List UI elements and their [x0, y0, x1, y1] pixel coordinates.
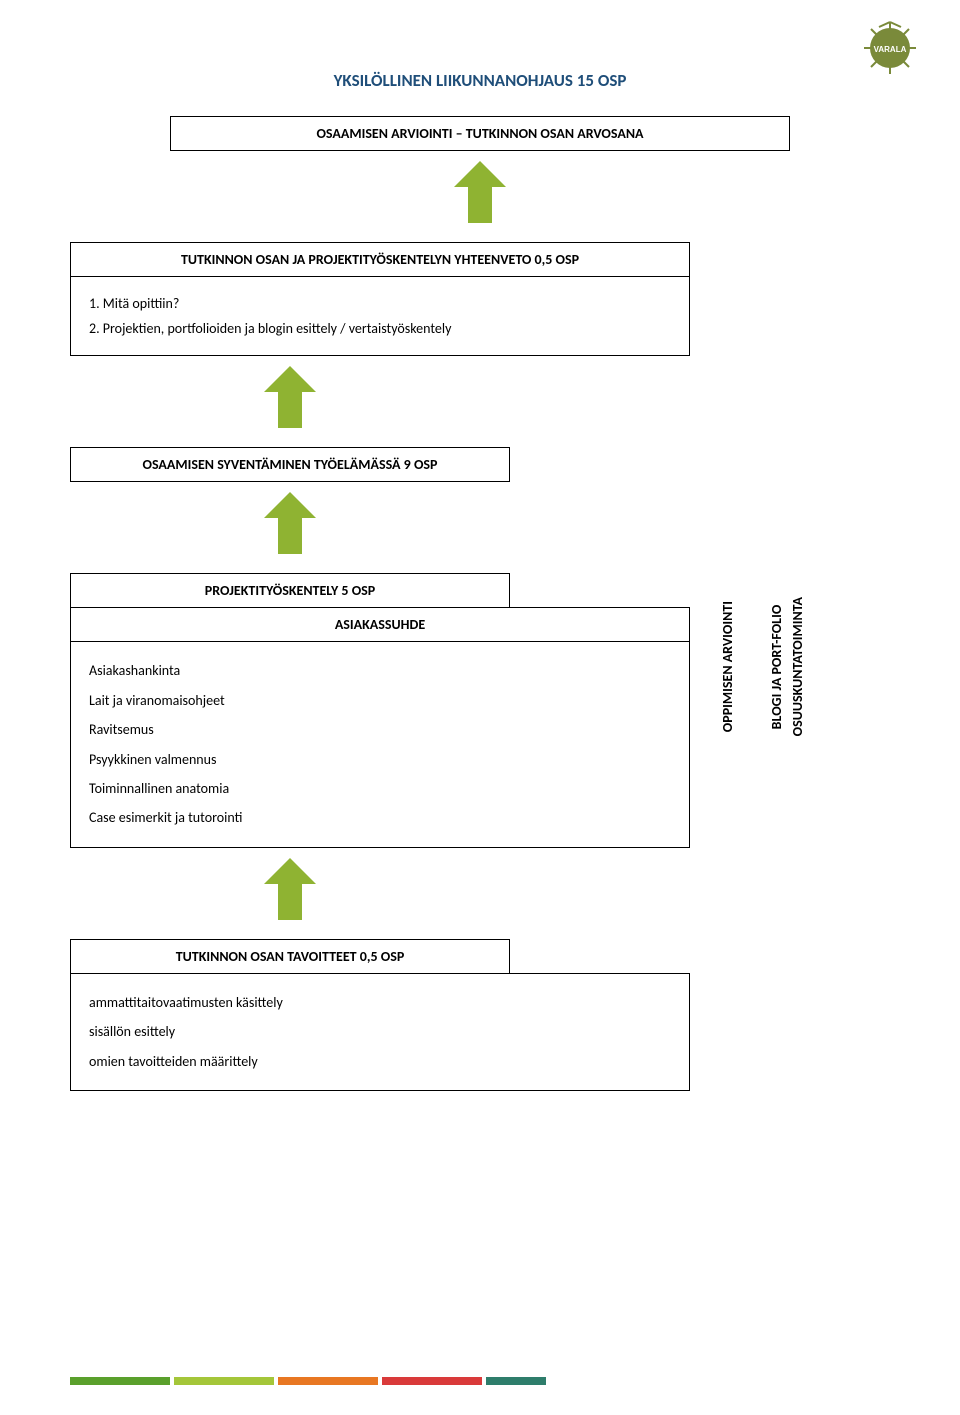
box-yhteenveto-header: TUTKINNON OSAN JA PROJEKTITYÖSKENTELYN Y…	[70, 242, 690, 277]
arrow-icon	[70, 482, 510, 573]
list-item: Ravitsemus	[89, 715, 671, 744]
box-yhteenveto: TUTKINNON OSAN JA PROJEKTITYÖSKENTELYN Y…	[70, 242, 690, 356]
box-projekti: PROJEKTITYÖSKENTELY 5 OSP ASIAKASSUHDE A…	[70, 573, 690, 847]
list-item: ammattitaitovaatimusten käsittely	[89, 988, 671, 1017]
list-item: 2. Projektien, portfolioiden ja blogin e…	[89, 316, 671, 341]
svg-text:VARALA: VARALA	[874, 45, 907, 54]
brand-logo: VARALA	[860, 18, 920, 78]
arrow-icon	[70, 151, 890, 242]
list-item: omien tavoitteiden määrittely	[89, 1047, 671, 1076]
list-item: Case esimerkit ja tutorointi	[89, 803, 671, 832]
box-projekti-header: PROJEKTITYÖSKENTELY 5 OSP	[70, 573, 510, 607]
box-syventaminen: OSAAMISEN SYVENTÄMINEN TYÖELÄMÄSSÄ 9 OSP	[70, 447, 510, 482]
side-label-oppimisen: OPPIMISEN ARVIOINTI	[718, 242, 738, 1091]
list-item: Lait ja viranomaisohjeet	[89, 686, 671, 715]
box-tavoitteet-header: TUTKINNON OSAN TAVOITTEET 0,5 OSP	[70, 939, 510, 973]
arrow-icon	[70, 848, 510, 939]
arrow-icon	[70, 356, 510, 447]
list-item: Asiakashankinta	[89, 656, 671, 685]
list-item: 1. Mitä opittiin?	[89, 291, 671, 316]
box-arviointi: OSAAMISEN ARVIOINTI – TUTKINNON OSAN ARV…	[170, 116, 790, 151]
side-label-text: BLOGI JA PORT-FOLIO	[768, 604, 785, 729]
side-label-text: OSUUSKUNTATOIMINTA	[789, 597, 806, 736]
list-item: sisällön esittely	[89, 1017, 671, 1046]
box-tavoitteet: TUTKINNON OSAN TAVOITTEET 0,5 OSP ammatt…	[70, 939, 690, 1091]
side-label-blogi: BLOGI JA PORT-FOLIO OSUUSKUNTATOIMINTA	[766, 242, 808, 1091]
list-item: Psyykkinen valmennus	[89, 745, 671, 774]
page-title: YKSILÖLLINEN LIIKUNNANOHJAUS 15 OSP	[70, 70, 890, 91]
box-projekti-sub: ASIAKASSUHDE	[70, 607, 690, 642]
list-item: Toiminnallinen anatomia	[89, 774, 671, 803]
footer-decoration	[70, 1377, 546, 1385]
